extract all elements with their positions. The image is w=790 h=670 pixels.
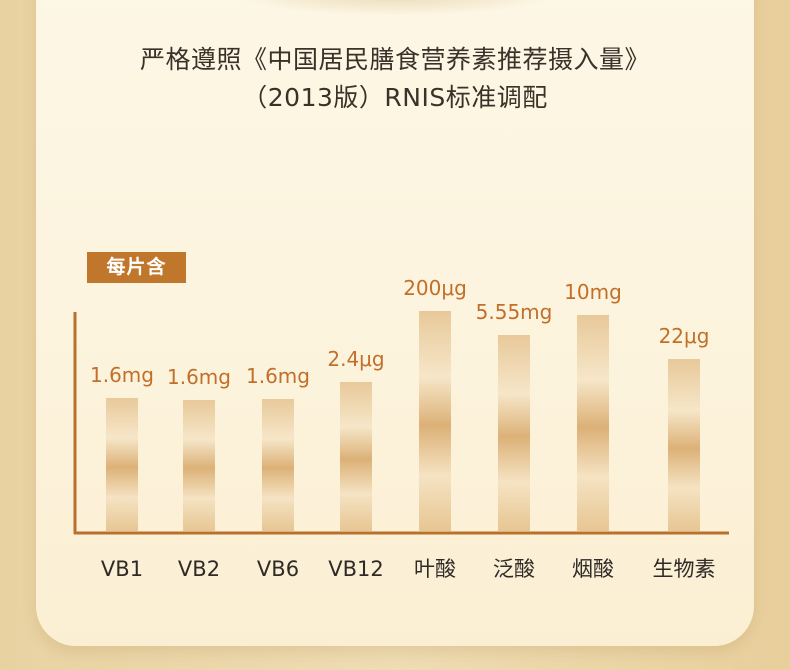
value-label-1: 1.6mg xyxy=(167,365,231,389)
bar-1 xyxy=(183,400,215,531)
value-label-2: 1.6mg xyxy=(246,364,310,388)
category-label-2: VB6 xyxy=(257,557,299,581)
bar-7 xyxy=(668,359,700,531)
bar-2 xyxy=(262,399,294,531)
category-label-0: VB1 xyxy=(101,557,143,581)
bar-4 xyxy=(419,311,451,531)
category-label-1: VB2 xyxy=(178,557,220,581)
category-label-3: VB12 xyxy=(328,557,384,581)
per-tablet-badge: 每片含 xyxy=(87,252,186,283)
content-card xyxy=(36,0,754,646)
heading-line-1: 严格遵照《中国居民膳食营养素推荐摄入量》 xyxy=(139,45,650,74)
value-label-5: 5.55mg xyxy=(476,300,553,324)
value-label-7: 22μg xyxy=(659,324,710,348)
bar-5 xyxy=(498,335,530,531)
value-label-0: 1.6mg xyxy=(90,363,154,387)
bar-3 xyxy=(340,382,372,531)
value-label-3: 2.4μg xyxy=(327,347,384,371)
heading-line-2: （2013版）RNIS标准调配 xyxy=(242,83,548,112)
bar-0 xyxy=(106,398,138,531)
category-label-6: 烟酸 xyxy=(572,557,614,581)
value-label-6: 10mg xyxy=(564,280,622,304)
top-glow-decoration xyxy=(230,0,560,16)
category-label-7: 生物素 xyxy=(653,557,716,581)
value-label-4: 200μg xyxy=(403,276,467,300)
bar-6 xyxy=(577,315,609,531)
category-label-5: 泛酸 xyxy=(493,557,535,581)
category-label-4: 叶酸 xyxy=(414,557,456,581)
